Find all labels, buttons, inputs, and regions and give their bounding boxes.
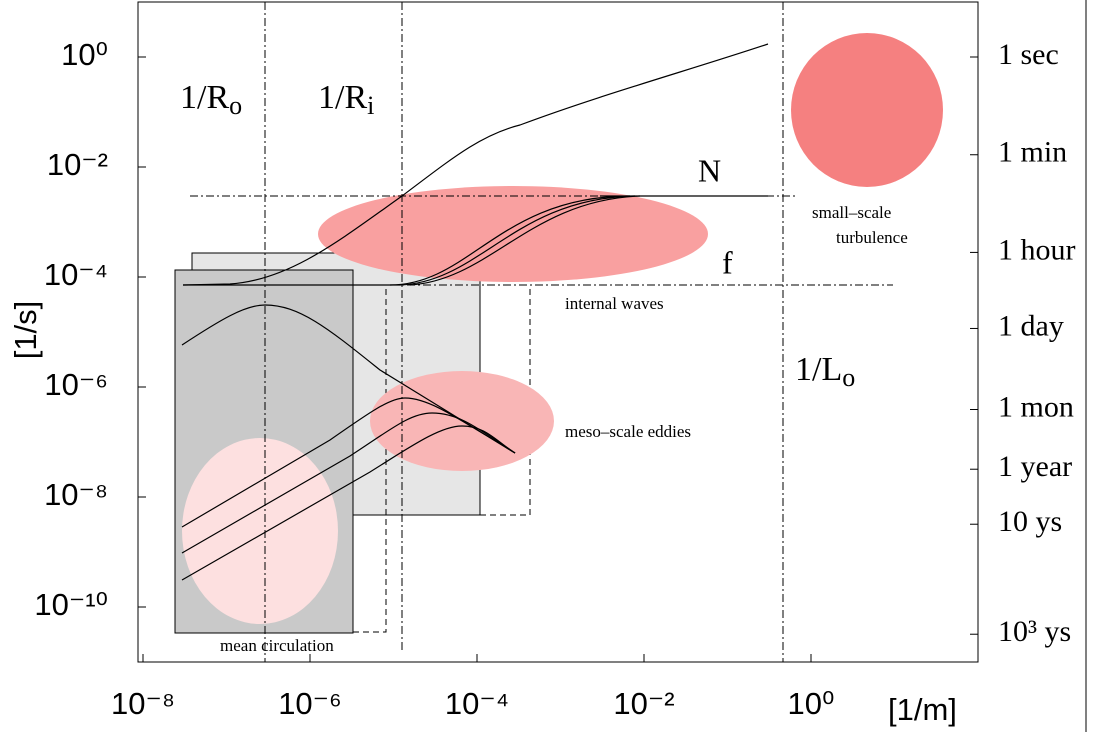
annotation: turbulence xyxy=(836,228,908,247)
annotation: f xyxy=(722,244,733,280)
scale-label: 1/Lo xyxy=(795,351,855,392)
y-tick-label: 10⁻⁸ xyxy=(44,477,108,512)
y-tick-label: 10⁰ xyxy=(61,37,108,72)
y2-tick-label: 1 min xyxy=(998,136,1067,169)
scale-label: 1/Ro xyxy=(180,79,242,120)
x-tick-label: 10⁻⁴ xyxy=(445,686,509,721)
y2-tick-label: 1 sec xyxy=(998,38,1059,71)
curve xyxy=(182,43,769,286)
scale-text: 1/L xyxy=(795,351,842,388)
y2-tick-label: 10³ ys xyxy=(998,615,1071,648)
y2-tick-label: 1 mon xyxy=(998,390,1074,423)
circulation-blob xyxy=(182,438,338,624)
scale-text: 1/R xyxy=(180,79,229,116)
annotation: meso–scale eddies xyxy=(565,422,691,441)
x-tick-label: 10⁻⁶ xyxy=(278,686,342,721)
y-tick-label: 10⁻¹⁰ xyxy=(34,587,108,622)
curve xyxy=(181,425,516,581)
curve xyxy=(389,195,631,286)
scale-text: 1/R xyxy=(318,79,367,116)
x-tick-label: 10⁻² xyxy=(613,686,674,721)
annotation: small–scale xyxy=(812,203,891,222)
annotation: internal waves xyxy=(565,294,664,313)
y2-tick-label: 1 year xyxy=(998,450,1072,483)
y2-tick-label: 10 ys xyxy=(998,505,1062,538)
y2-tick-label: 1 hour xyxy=(998,233,1076,266)
scale-sub: o xyxy=(229,91,242,120)
curves xyxy=(181,43,769,581)
scale-sub: o xyxy=(842,363,855,392)
y-tick-label: 10⁻² xyxy=(47,147,108,182)
curve xyxy=(399,195,636,286)
scale-sub: i xyxy=(367,91,374,120)
scale-label: 1/Ri xyxy=(318,79,374,120)
y-tick-label: 10⁻⁶ xyxy=(44,367,108,402)
turbulence-blob xyxy=(791,33,943,187)
x-tick-label: 10⁻⁸ xyxy=(111,686,175,721)
curve xyxy=(181,304,516,454)
x-tick-label: 10⁰ xyxy=(788,686,835,721)
annotation: mean circulation xyxy=(220,636,334,655)
annotation: N xyxy=(698,152,721,188)
y-axis-label: [1/s] xyxy=(8,301,43,360)
curve xyxy=(409,195,641,286)
x-axis-label: [1/m] xyxy=(888,692,957,727)
curve xyxy=(181,412,516,554)
y-tick-label: 10⁻⁴ xyxy=(44,257,108,292)
y2-tick-label: 1 day xyxy=(998,309,1064,342)
